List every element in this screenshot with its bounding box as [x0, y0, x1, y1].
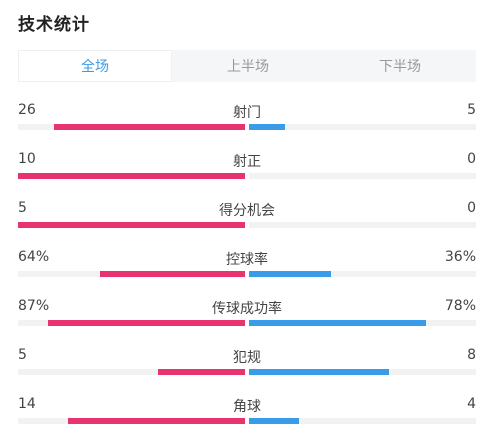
- away-value: 78%: [444, 298, 476, 314]
- stat-header: 87% 传球成功率 78%: [18, 294, 476, 317]
- home-bar-fill: [18, 173, 245, 179]
- away-bar-track: [249, 124, 476, 130]
- away-value: 0: [467, 151, 476, 167]
- home-value: 26: [18, 102, 36, 118]
- stat-bars: [18, 320, 476, 326]
- tab-second-half[interactable]: 下半场: [379, 59, 421, 75]
- stat-bars: [18, 418, 476, 424]
- stat-row: 64% 控球率 36%: [18, 245, 476, 294]
- away-value: 4: [467, 396, 476, 412]
- away-value: 8: [467, 347, 476, 363]
- away-bar-fill: [249, 124, 285, 130]
- home-bar-fill: [18, 222, 245, 228]
- tab-full-match[interactable]: 全场: [18, 50, 172, 82]
- tab-first-half[interactable]: 上半场: [227, 59, 269, 75]
- home-value: 5: [18, 347, 27, 363]
- home-bar-fill: [100, 271, 245, 277]
- away-bar-fill: [249, 271, 331, 277]
- stat-label: 角球: [233, 399, 261, 415]
- home-value: 10: [18, 151, 36, 167]
- stat-header: 14 角球 4: [18, 392, 476, 415]
- stat-row: 10 射正 0: [18, 147, 476, 196]
- stat-header: 26 射门 5: [18, 98, 476, 121]
- away-value: 0: [467, 200, 476, 216]
- stat-row: 26 射门 5: [18, 98, 476, 147]
- home-value: 64%: [18, 249, 50, 265]
- home-bar-track: [18, 369, 245, 375]
- stat-label: 得分机会: [219, 203, 275, 219]
- stat-label: 犯规: [233, 350, 261, 366]
- stat-row: 5 得分机会 0: [18, 196, 476, 245]
- stat-label: 传球成功率: [212, 301, 282, 317]
- away-value: 36%: [444, 249, 476, 265]
- away-bar-track: [249, 418, 476, 424]
- stat-row: 5 犯规 8: [18, 343, 476, 392]
- stat-header: 5 得分机会 0: [18, 196, 476, 219]
- stat-label: 射门: [233, 105, 261, 121]
- stat-label: 射正: [233, 154, 261, 170]
- home-value: 14: [18, 396, 36, 412]
- away-bar-fill: [249, 320, 426, 326]
- home-bar-fill: [48, 320, 245, 326]
- stat-bars: [18, 222, 476, 228]
- stat-header: 10 射正 0: [18, 147, 476, 170]
- section-title: 技术统计: [18, 15, 90, 35]
- stat-bars: [18, 271, 476, 277]
- stat-bars: [18, 173, 476, 179]
- stat-header: 64% 控球率 36%: [18, 245, 476, 268]
- stat-header: 5 犯规 8: [18, 343, 476, 366]
- home-bar-fill: [158, 369, 245, 375]
- home-value: 5: [18, 200, 27, 216]
- away-bar-track: [249, 222, 476, 228]
- away-bar-fill: [249, 369, 389, 375]
- period-tabs: 全场 上半场 下半场: [18, 50, 476, 82]
- away-bar-track: [249, 173, 476, 179]
- stat-row: 14 角球 4: [18, 392, 476, 440]
- home-value: 87%: [18, 298, 50, 314]
- home-bar-fill: [54, 124, 245, 130]
- stat-bars: [18, 369, 476, 375]
- away-bar-fill: [249, 418, 299, 424]
- away-bar-track: [249, 271, 476, 277]
- stat-row: 87% 传球成功率 78%: [18, 294, 476, 343]
- home-bar-fill: [68, 418, 245, 424]
- stat-label: 控球率: [226, 252, 268, 268]
- away-value: 5: [467, 102, 476, 118]
- stats-list: 26 射门 5 10 射正 0 5 得分机会 0 64% 控球率 36% 87% 传球成功率 78% 5 犯规 8…: [18, 98, 476, 440]
- stat-bars: [18, 124, 476, 130]
